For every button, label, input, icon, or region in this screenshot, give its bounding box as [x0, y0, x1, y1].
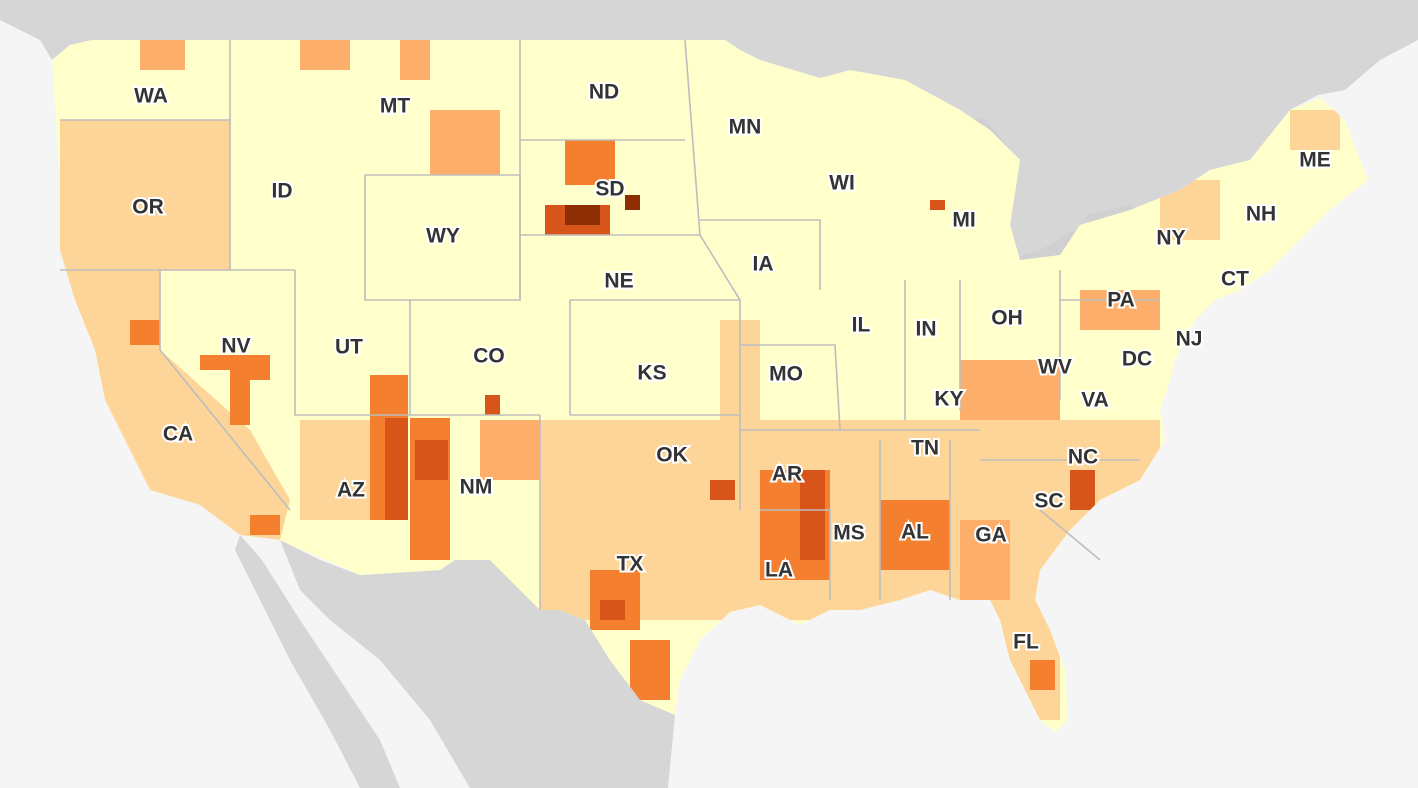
state-label-ok: OK [656, 444, 688, 467]
state-label-ar: AR [772, 463, 802, 486]
state-label-ga: GA [975, 524, 1007, 547]
state-label-wv: WV [1038, 356, 1072, 379]
state-label-tx: TX [617, 553, 644, 576]
state-label-co: CO [473, 345, 505, 368]
state-label-mt: MT [380, 95, 410, 118]
state-borders [60, 39, 1160, 610]
state-label-me: ME [1299, 149, 1331, 172]
state-label-oh: OH [991, 307, 1023, 330]
state-label-va: VA [1081, 389, 1109, 412]
state-label-sd: SD [595, 178, 624, 201]
state-label-mo: MO [769, 363, 803, 386]
state-label-il: IL [852, 314, 871, 337]
state-label-pa: PA [1107, 289, 1135, 312]
state-label-in: IN [916, 318, 937, 341]
state-label-nj: NJ [1176, 328, 1203, 351]
state-label-nd: ND [589, 81, 619, 104]
state-label-id: ID [272, 180, 293, 203]
state-label-ct: CT [1221, 268, 1249, 291]
state-label-ky: KY [934, 388, 963, 411]
state-label-mn: MN [729, 116, 762, 139]
state-label-al: AL [901, 521, 929, 544]
state-label-mi: MI [952, 209, 975, 232]
state-label-or: OR [132, 196, 164, 219]
state-label-ms: MS [833, 522, 865, 545]
state-label-sc: SC [1034, 490, 1063, 513]
state-label-nh: NH [1246, 203, 1276, 226]
state-label-wi: WI [829, 172, 855, 195]
state-label-ut: UT [335, 336, 363, 359]
state-label-wy: WY [426, 225, 460, 248]
state-label-az: AZ [337, 479, 365, 502]
state-label-la: LA [765, 559, 793, 582]
state-label-wa: WA [134, 85, 168, 108]
state-labels: WA OR CA ID NV MT WY UT AZ ND SD NE CO N… [130, 79, 1333, 656]
state-label-dc: DC [1122, 348, 1152, 371]
state-label-ca: CA [163, 423, 193, 446]
state-label-ny: NY [1156, 227, 1185, 250]
state-label-nm: NM [460, 476, 493, 499]
state-label-tn: TN [911, 437, 939, 460]
state-label-ne: NE [604, 270, 633, 293]
state-label-fl: FL [1013, 631, 1039, 654]
state-label-nv: NV [221, 335, 250, 358]
state-label-nc: NC [1068, 446, 1098, 469]
state-label-ks: KS [637, 362, 666, 385]
state-label-ia: IA [753, 253, 774, 276]
